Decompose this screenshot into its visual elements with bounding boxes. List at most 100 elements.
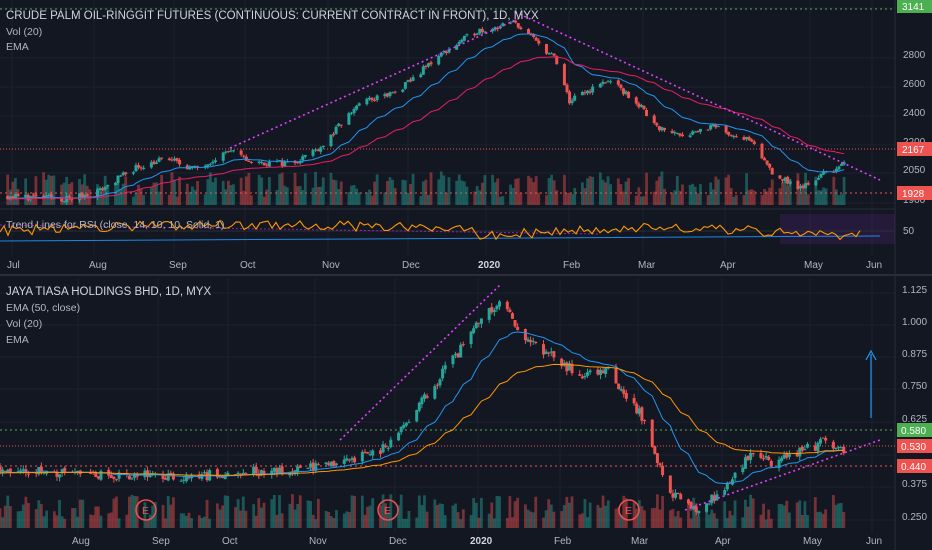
candle-body bbox=[24, 194, 28, 197]
candle-body bbox=[834, 448, 838, 450]
volume-bar bbox=[58, 500, 61, 528]
candle-body bbox=[298, 465, 302, 468]
bottom-y-tick: 0.375 bbox=[902, 479, 927, 490]
candle-body bbox=[604, 368, 608, 374]
candle-body bbox=[549, 351, 553, 353]
candle-body bbox=[454, 353, 458, 356]
candle-body bbox=[460, 39, 464, 43]
candle-body bbox=[711, 124, 715, 126]
volume-bar bbox=[316, 186, 320, 205]
volume-bar bbox=[673, 190, 677, 205]
bottom-price-badge-low bbox=[897, 459, 932, 473]
volume-bar bbox=[19, 510, 23, 528]
volume-bar bbox=[445, 192, 448, 205]
candle-body bbox=[565, 84, 569, 93]
candle-body bbox=[425, 395, 429, 398]
volume-bar bbox=[355, 188, 359, 205]
candle-body bbox=[309, 463, 313, 468]
candle-body bbox=[547, 352, 551, 354]
candle-body bbox=[459, 344, 463, 358]
candle-body bbox=[259, 470, 263, 476]
candle-body bbox=[603, 82, 607, 84]
volume-bar bbox=[52, 511, 56, 528]
volume-bar bbox=[650, 508, 654, 528]
candle-body bbox=[751, 453, 755, 455]
volume-bar bbox=[347, 191, 351, 205]
trend-line bbox=[514, 11, 881, 181]
volume-bar bbox=[550, 174, 554, 205]
volume-bar bbox=[146, 519, 149, 528]
volume-bar bbox=[342, 513, 346, 528]
volume-bar bbox=[60, 516, 64, 528]
candle-body bbox=[170, 159, 174, 161]
candle-body bbox=[673, 132, 677, 134]
candle-body bbox=[314, 149, 318, 151]
volume-bar bbox=[588, 502, 592, 528]
bottom-y-tick: 1.000 bbox=[902, 317, 927, 328]
volume-bar bbox=[679, 517, 683, 528]
volume-bar bbox=[306, 500, 310, 528]
candle-body bbox=[478, 28, 482, 34]
candle-body bbox=[727, 132, 731, 135]
candle-body bbox=[544, 43, 548, 54]
candle-body bbox=[239, 150, 243, 155]
candle-body bbox=[208, 163, 212, 165]
top-x-tick: Dec bbox=[402, 260, 420, 271]
candle-body bbox=[384, 445, 388, 447]
candle-body bbox=[469, 331, 473, 345]
volume-bar bbox=[187, 512, 191, 528]
volume-bar bbox=[688, 184, 692, 205]
volume-bar bbox=[490, 502, 494, 528]
volume-bar bbox=[459, 519, 463, 528]
volume-bar bbox=[155, 182, 158, 205]
candle-body bbox=[642, 420, 646, 422]
candle-body bbox=[0, 466, 2, 474]
volume-bar bbox=[203, 194, 207, 205]
earnings-marker[interactable]: E bbox=[377, 499, 399, 521]
candle-body bbox=[455, 45, 459, 50]
candle-body bbox=[314, 463, 318, 471]
volume-bar bbox=[83, 174, 87, 205]
volume-bar bbox=[280, 172, 284, 205]
top-candles[interactable] bbox=[6, 19, 846, 205]
volume-bar bbox=[321, 177, 325, 205]
volume-bar bbox=[350, 185, 353, 205]
candle-body bbox=[206, 164, 210, 167]
candle-body bbox=[750, 139, 754, 142]
top-y-tick: 2600 bbox=[903, 79, 926, 90]
volume-bar bbox=[731, 515, 734, 528]
volume-bar bbox=[639, 196, 643, 205]
candle-body bbox=[421, 66, 425, 75]
volume-bar bbox=[203, 516, 206, 528]
bottom-price-badge-low-text: 0.440 bbox=[901, 462, 926, 473]
candle-body bbox=[670, 130, 674, 134]
volume-bar bbox=[699, 184, 702, 205]
candle-body bbox=[745, 136, 749, 140]
volume-bar bbox=[627, 178, 630, 205]
volume-bar bbox=[107, 513, 111, 528]
candle-body bbox=[321, 145, 325, 148]
candle-body bbox=[424, 65, 428, 68]
volume-bar bbox=[816, 511, 820, 528]
volume-bar bbox=[433, 499, 437, 528]
candle-body bbox=[824, 437, 828, 441]
candle-body bbox=[95, 189, 99, 198]
bottom-x-tick: Aug bbox=[72, 536, 90, 547]
volume-bar bbox=[712, 513, 716, 528]
candle-body bbox=[13, 194, 17, 199]
candle-body bbox=[76, 470, 80, 472]
earnings-marker[interactable]: E bbox=[618, 499, 640, 521]
volume-bar bbox=[454, 503, 457, 528]
volume-bar bbox=[568, 502, 571, 528]
volume-bar bbox=[16, 511, 20, 528]
volume-bar bbox=[711, 189, 715, 205]
candle-body bbox=[226, 151, 230, 153]
candle-body bbox=[62, 201, 66, 203]
earnings-marker[interactable]: E bbox=[135, 499, 157, 521]
volume-bar bbox=[461, 509, 465, 528]
candle-body bbox=[114, 479, 118, 481]
volume-bar bbox=[606, 500, 610, 528]
volume-bar bbox=[709, 182, 713, 205]
volume-bar bbox=[437, 179, 441, 205]
